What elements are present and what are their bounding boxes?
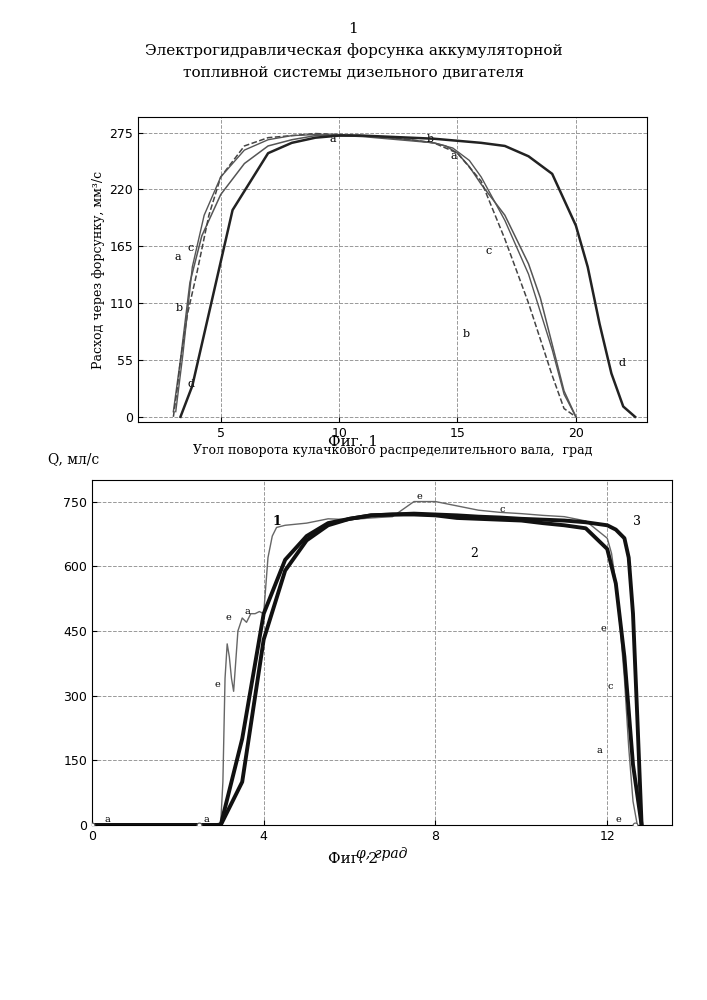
Text: a: a <box>175 252 181 262</box>
Text: Q, мл/с: Q, мл/с <box>48 452 100 466</box>
Text: e: e <box>416 492 422 501</box>
Text: Фиг. 1: Фиг. 1 <box>329 435 378 449</box>
Text: a: a <box>245 607 250 616</box>
Text: c: c <box>607 682 613 691</box>
Text: d: d <box>619 358 626 368</box>
Text: a: a <box>329 134 337 144</box>
Text: a: a <box>204 815 209 824</box>
Text: a: a <box>597 746 602 755</box>
Y-axis label: Расход через форсунку, мм³/с: Расход через форсунку, мм³/с <box>92 170 105 369</box>
Text: 1: 1 <box>272 515 281 528</box>
Text: a: a <box>450 151 457 161</box>
Text: топливной системы дизельного двигателя: топливной системы дизельного двигателя <box>183 66 524 80</box>
Text: e: e <box>214 680 220 689</box>
Text: 3: 3 <box>633 515 641 528</box>
Text: a: a <box>105 815 110 824</box>
Text: Фиг. 2: Фиг. 2 <box>329 852 378 866</box>
Text: 2: 2 <box>470 547 478 560</box>
Text: b: b <box>427 134 434 144</box>
Text: b: b <box>462 329 469 339</box>
Text: e: e <box>616 815 621 824</box>
Text: c: c <box>500 505 506 514</box>
Text: d: d <box>187 379 194 389</box>
Text: e: e <box>601 624 607 633</box>
Text: c: c <box>486 246 492 256</box>
Text: 1: 1 <box>349 22 358 36</box>
Text: b: b <box>176 303 183 313</box>
Text: c: c <box>187 243 194 253</box>
X-axis label: φ, град: φ, град <box>356 847 407 861</box>
Text: e: e <box>225 613 230 622</box>
Text: Электрогидравлическая форсунка аккумуляторной: Электрогидравлическая форсунка аккумулят… <box>145 43 562 58</box>
X-axis label: Угол поворота кулачкового распределительного вала,  град: Угол поворота кулачкового распределитель… <box>193 444 592 457</box>
